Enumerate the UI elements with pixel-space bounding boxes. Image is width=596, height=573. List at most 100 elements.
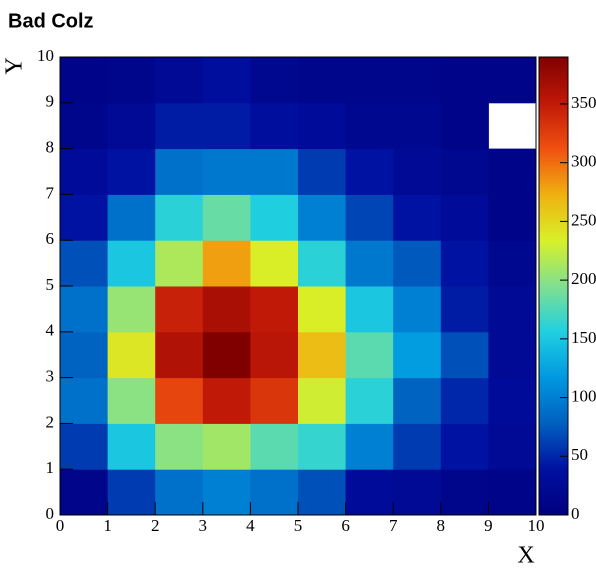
heatmap-cell [488,148,537,195]
heatmap-cell [250,469,299,516]
heatmap-cell [60,423,109,470]
z-tick-label: 350 [571,93,596,112]
x-tick-label: 2 [151,516,160,535]
heatmap-cell [155,469,204,516]
heatmap-cell [345,331,394,379]
heatmap-cell [298,377,347,424]
color-scale [538,56,569,516]
heatmap-cell [345,240,394,287]
heatmap-cell [60,194,109,241]
heatmap-cell [488,286,537,333]
x-tick-label: 9 [484,516,493,535]
heatmap-cell [250,286,299,333]
heatmap-cell [60,377,109,424]
heatmap-cell [488,57,537,104]
heatmap-cell [107,148,156,195]
heatmap-cell [298,102,347,150]
heatmap-cell [345,286,394,333]
y-tick-label: 2 [46,412,55,431]
heatmap-cell [60,102,109,150]
heatmap-cell [202,102,251,150]
heatmap-cell [202,194,251,241]
y-tick-label: 0 [46,504,55,523]
heatmap-cell [440,286,489,333]
x-tick-label: 7 [389,516,398,535]
x-tick-label: 6 [341,516,350,535]
z-tick-label: 0 [571,504,580,523]
y-tick-label: 10 [37,46,54,65]
heatmap-cell [393,423,442,470]
heatmap-cell [298,469,347,516]
z-tick-label: 300 [571,152,596,171]
heatmap-cell [60,331,109,379]
heatmap-cell [393,148,442,195]
heatmap-cell [60,57,109,104]
heatmap-cell [488,194,537,241]
heatmap-cell [202,377,251,424]
heatmap-cell [202,469,251,516]
heatmap-cell [107,469,156,516]
z-tick-label: 200 [571,269,596,288]
heatmap-cell [488,469,537,516]
heatmap-cell [298,331,347,379]
y-tick-label: 6 [46,229,55,248]
heatmap-cell [250,423,299,470]
y-tick-label: 7 [46,183,55,202]
x-tick-label: 3 [199,516,208,535]
heatmap-cell [393,331,442,379]
x-tick-label: 8 [437,516,446,535]
heatmap-cell [440,148,489,195]
heatmap-cell [202,57,251,104]
heatmap-cell [60,240,109,287]
heatmap-cell [107,423,156,470]
heatmap-cell [440,57,489,104]
y-tick-label: 1 [46,458,55,477]
heatmap-cell [107,57,156,104]
x-tick-label: 5 [294,516,303,535]
heatmap-cell [155,148,204,195]
x-axis-label: X [517,543,534,569]
z-tick-label: 50 [571,445,588,464]
heatmap-cell [60,286,109,333]
heatmap-cell [155,240,204,287]
heatmap-cell [345,194,394,241]
heatmap-cell [60,469,109,516]
y-tick-label: 3 [46,367,55,386]
heatmap-cell [298,240,347,287]
heatmap-cell [440,377,489,424]
heatmap-cell [60,148,109,195]
heatmap-cell [202,148,251,195]
x-tick-label: 1 [103,516,112,535]
heatmap-cell [298,286,347,333]
heatmap-cell [107,194,156,241]
heatmap-cell [155,286,204,333]
heatmap-cell [488,331,537,379]
heatmap-cell [250,331,299,379]
heatmap-cell [250,102,299,150]
heatmap-cell [488,423,537,470]
heatmap-cell [107,286,156,333]
heatmap-cell [393,469,442,516]
heatmap-cell [155,377,204,424]
heatmap-cell [250,194,299,241]
heatmap-cell [393,102,442,150]
heatmap-cell [155,194,204,241]
heatmap-cell [440,194,489,241]
heatmap-cell [107,102,156,150]
heatmap-cell [345,423,394,470]
heatmap-cell [345,57,394,104]
heatmap-cell [155,57,204,104]
heatmap-cell [345,148,394,195]
heatmap-cell [298,148,347,195]
z-tick-label: 250 [571,210,596,229]
x-tick-label: 0 [56,516,65,535]
heatmap-cell [107,331,156,379]
heatmap-cell [202,331,251,379]
heatmap-cell [345,469,394,516]
heatmap-cell [393,194,442,241]
heatmap-cell [440,423,489,470]
chart-title: Bad Colz [8,10,94,32]
heatmap-cell [298,423,347,470]
heatmap-cell [250,57,299,104]
